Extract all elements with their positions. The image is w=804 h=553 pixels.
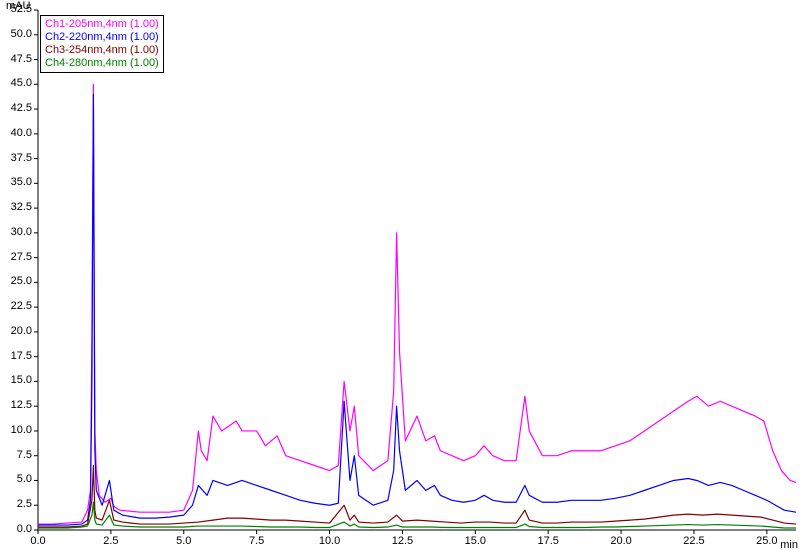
chromatogram-chart: mAU min Ch1-205nm,4nm (1.00)Ch2-220nm,4n…	[0, 0, 804, 553]
y-tick-label: 7.5	[2, 449, 32, 461]
legend-item: Ch3-254nm,4nm (1.00)	[45, 44, 159, 57]
y-tick-label: 52.5	[2, 3, 32, 15]
x-tick-label: 25.0	[756, 535, 777, 547]
y-tick-label: 12.5	[2, 399, 32, 411]
legend-item: Ch1-205nm,4nm (1.00)	[45, 18, 159, 31]
y-tick-label: 0.0	[2, 523, 32, 535]
y-tick-label: 37.5	[2, 152, 32, 164]
y-tick-label: 2.5	[2, 498, 32, 510]
y-tick-label: 30.0	[2, 226, 32, 238]
y-tick-label: 27.5	[2, 251, 32, 263]
x-tick-label: 10.0	[319, 535, 340, 547]
x-tick-label: 5.0	[176, 535, 191, 547]
x-tick-label: 17.5	[537, 535, 558, 547]
series-Ch1-205nm	[38, 84, 796, 524]
y-tick-label: 32.5	[2, 201, 32, 213]
x-tick-label: 7.5	[249, 535, 264, 547]
x-tick-label: 12.5	[392, 535, 413, 547]
y-tick-label: 17.5	[2, 350, 32, 362]
y-tick-label: 10.0	[2, 424, 32, 436]
y-tick-label: 35.0	[2, 176, 32, 188]
legend-box: Ch1-205nm,4nm (1.00)Ch2-220nm,4nm (1.00)…	[40, 15, 164, 73]
x-axis-label: min	[780, 539, 798, 551]
y-tick-label: 47.5	[2, 53, 32, 65]
x-tick-label: 20.0	[610, 535, 631, 547]
y-tick-label: 40.0	[2, 127, 32, 139]
y-tick-label: 50.0	[2, 28, 32, 40]
y-tick-label: 22.5	[2, 300, 32, 312]
y-tick-label: 5.0	[2, 473, 32, 485]
y-tick-label: 20.0	[2, 325, 32, 337]
y-tick-label: 45.0	[2, 77, 32, 89]
legend-item: Ch4-280nm,4nm (1.00)	[45, 57, 159, 70]
series-Ch2-220nm	[38, 94, 796, 525]
x-tick-label: 22.5	[683, 535, 704, 547]
y-tick-label: 15.0	[2, 374, 32, 386]
x-tick-label: 15.0	[465, 535, 486, 547]
chart-svg	[0, 0, 804, 553]
y-tick-label: 25.0	[2, 275, 32, 287]
x-tick-label: 2.5	[103, 535, 118, 547]
x-tick-label: 0.0	[30, 535, 45, 547]
y-tick-label: 42.5	[2, 102, 32, 114]
legend-item: Ch2-220nm,4nm (1.00)	[45, 31, 159, 44]
